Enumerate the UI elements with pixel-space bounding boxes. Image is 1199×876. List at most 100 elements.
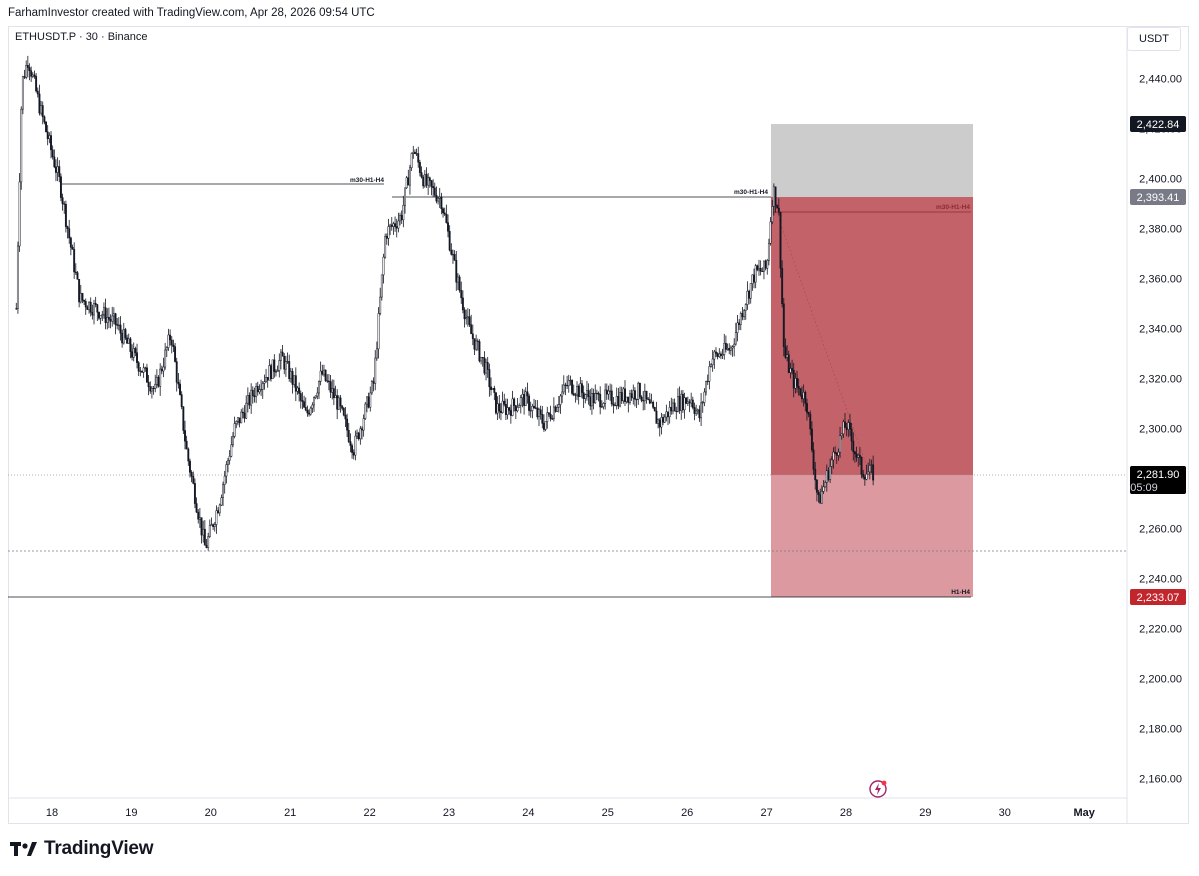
candle-body <box>170 339 173 346</box>
candle-body <box>695 410 698 414</box>
candle-body <box>265 377 267 383</box>
candle-body <box>724 342 727 350</box>
candle-body <box>763 260 765 272</box>
time-tick-label: 24 <box>522 807 534 819</box>
candle-body <box>361 428 363 431</box>
candle-body <box>526 391 529 397</box>
candle-body <box>351 445 354 453</box>
candle-body <box>473 338 476 350</box>
candle-body <box>619 392 621 407</box>
candle-body <box>468 316 471 325</box>
time-tick-label: 25 <box>602 807 614 819</box>
candle-body <box>486 362 489 370</box>
time-axis[interactable]: 18 19 20 21 22 23 24 25 26 27 28 29 30 May <box>46 807 1096 819</box>
candle-body <box>855 453 858 458</box>
candle-body <box>552 406 555 419</box>
price-axis[interactable]: 2,440.002,420.002,400.002,380.002,360.00… <box>1139 74 1182 786</box>
candle-body <box>162 366 165 372</box>
candle-body <box>185 440 188 450</box>
candle-body <box>56 166 59 173</box>
time-tick-label: 26 <box>681 807 693 819</box>
symbol-title[interactable]: ETHUSDT.P · 30 · Binance <box>15 31 148 43</box>
candle-body <box>676 396 679 412</box>
candle-body <box>233 423 236 437</box>
candle-body <box>293 375 296 385</box>
candle-body <box>241 411 244 414</box>
candle-body <box>255 386 258 398</box>
candle-body <box>789 368 792 373</box>
target-zone[interactable] <box>771 475 973 597</box>
candle-body <box>872 464 875 481</box>
tradingview-logo[interactable]: TradingView <box>10 838 154 860</box>
candle-body <box>347 430 350 442</box>
loss-zone[interactable] <box>771 197 973 475</box>
lightning-icon[interactable] <box>868 779 888 799</box>
candle-body <box>562 384 565 393</box>
price-tick-label: 2,380.00 <box>1139 224 1182 236</box>
candle-body <box>390 224 393 227</box>
candle-body <box>28 67 31 71</box>
candle-body <box>705 381 708 393</box>
candle-body <box>326 380 329 382</box>
candle-body <box>767 243 770 261</box>
candle-body <box>415 153 418 155</box>
candle-body <box>314 395 317 398</box>
candle-body <box>825 470 828 483</box>
candle-body <box>622 388 625 402</box>
candle-body <box>554 406 557 412</box>
svg-text:2,393.41: 2,393.41 <box>1137 192 1180 204</box>
candle-body <box>218 504 221 514</box>
candle-body <box>572 393 575 396</box>
candle-body <box>192 476 195 484</box>
price-tick-label: 2,260.00 <box>1139 524 1182 536</box>
candle-body <box>40 105 43 114</box>
candle-body <box>121 332 124 344</box>
candle-body <box>733 343 736 347</box>
candle-body <box>437 198 440 202</box>
candle-body <box>432 186 435 189</box>
candle-body <box>637 382 640 400</box>
candle-body <box>394 223 397 227</box>
candle-body <box>769 221 772 244</box>
candle-body <box>557 404 560 408</box>
candle-body <box>309 407 312 415</box>
top-price-tag: 2,422.84 <box>1130 116 1186 132</box>
candle-body <box>311 404 314 409</box>
candle-body <box>69 237 72 248</box>
stop-zone[interactable] <box>771 124 973 197</box>
candle-body <box>738 322 741 325</box>
candle-body <box>222 484 224 499</box>
currency-button[interactable]: USDT <box>1127 27 1181 51</box>
candle-body <box>352 452 355 456</box>
candle-body <box>514 405 517 412</box>
candle-body <box>59 176 62 198</box>
candle-body <box>456 276 459 283</box>
candle-body <box>718 353 721 357</box>
candle-body <box>544 421 547 430</box>
candle-body <box>476 340 479 342</box>
candle-body <box>150 388 153 392</box>
candle-body <box>754 265 757 283</box>
candle-body <box>470 324 473 335</box>
candle-body <box>443 212 446 215</box>
candle-body <box>144 367 147 369</box>
candle-body <box>597 392 600 395</box>
candle-body <box>625 396 628 402</box>
candle-body <box>551 418 554 420</box>
candle-body <box>460 290 463 299</box>
candle-body <box>660 417 663 428</box>
candle-body <box>235 421 238 424</box>
candle-body <box>498 403 501 412</box>
candle-body <box>136 352 138 363</box>
candle-body <box>758 268 760 271</box>
candle-body <box>638 382 641 398</box>
candle-body <box>155 376 158 385</box>
chart-frame[interactable] <box>8 26 1189 824</box>
candle-body <box>547 412 550 415</box>
candle-body <box>409 167 411 186</box>
candle-body <box>332 388 335 399</box>
candle-body <box>276 370 279 373</box>
candle-body <box>863 476 866 480</box>
candle-body <box>246 395 249 404</box>
